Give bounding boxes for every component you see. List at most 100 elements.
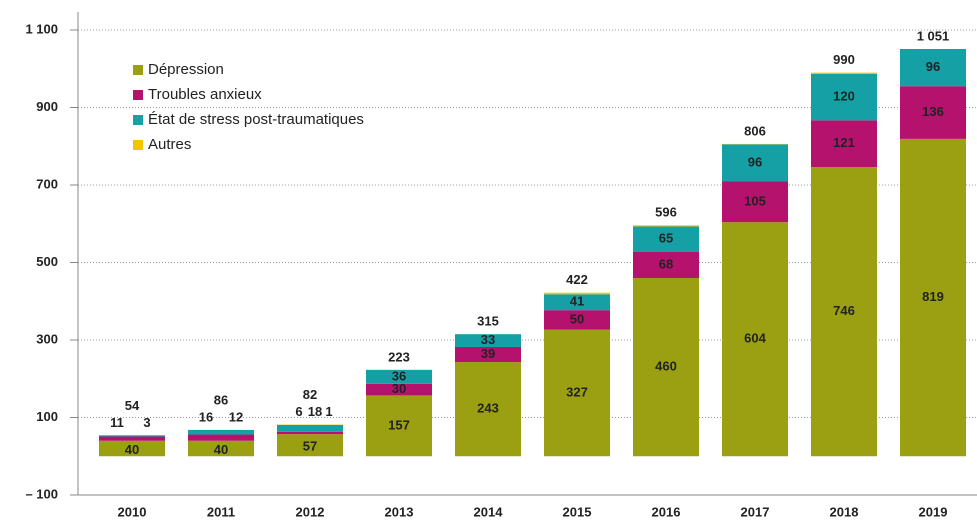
data-label: 136 (922, 104, 944, 119)
data-label: 96 (748, 154, 762, 169)
bar-segment (455, 346, 521, 363)
total-label: 990 (833, 52, 855, 67)
bar-segment (544, 294, 610, 311)
bar-segment (188, 434, 254, 441)
x-tick-label: 2016 (652, 504, 681, 519)
bar-segment (722, 222, 788, 457)
legend-swatch (133, 65, 143, 75)
data-label: 327 (566, 384, 588, 399)
bar-segment (811, 73, 877, 121)
total-label: 223 (388, 349, 410, 364)
bar-segment (900, 86, 966, 139)
data-label: 41 (570, 294, 584, 309)
bar-segment (544, 292, 610, 295)
data-label: 57 (303, 439, 317, 454)
x-tick-label: 2014 (474, 504, 504, 519)
data-label: 40 (214, 442, 228, 457)
data-label: 105 (744, 193, 766, 208)
bar-segment (811, 120, 877, 168)
x-tick-label: 2010 (118, 504, 147, 519)
bar-segment (544, 329, 610, 457)
total-label: 86 (214, 392, 228, 407)
bar-segment (811, 72, 877, 74)
bar-segment (277, 434, 343, 457)
legend-label: Troubles anxieux (148, 86, 262, 103)
bar-segment (544, 310, 610, 330)
data-label: 11 (110, 415, 124, 430)
data-label: 1 (325, 404, 332, 419)
y-tick-label: 700 (36, 176, 58, 191)
data-label: 40 (125, 442, 139, 457)
data-label: 460 (655, 359, 677, 374)
data-label: 120 (833, 88, 855, 103)
data-label: 65 (659, 230, 673, 245)
total-label: 54 (125, 398, 140, 413)
data-label: 50 (570, 311, 584, 326)
data-label: 39 (481, 346, 495, 361)
legend-swatch (133, 115, 143, 125)
legend-label: Dépression (148, 61, 224, 78)
data-label: 16 (199, 409, 213, 424)
data-label: 12 (229, 409, 243, 424)
data-label: 746 (833, 303, 855, 318)
data-label: 604 (744, 331, 766, 346)
data-label: 157 (388, 417, 410, 432)
data-label: 819 (922, 289, 944, 304)
bar-segment (722, 144, 788, 182)
legend-label: État de stress post-traumatiques (148, 111, 364, 128)
total-label: 1 051 (917, 28, 950, 43)
total-label: 315 (477, 314, 499, 329)
bar-segment (99, 436, 165, 441)
data-label: 6 (295, 404, 302, 419)
data-label: 68 (659, 256, 673, 271)
bar-segment (900, 48, 966, 87)
bar-segment (811, 167, 877, 457)
bar-segment (366, 383, 432, 396)
data-label: 33 (481, 332, 495, 347)
total-label: 596 (655, 205, 677, 220)
data-label: 36 (392, 368, 406, 383)
data-label: 96 (926, 59, 940, 74)
total-label: 806 (744, 123, 766, 138)
bar-segment (633, 225, 699, 227)
total-label: 422 (566, 272, 588, 287)
data-label: 121 (833, 135, 855, 150)
bar-segment (633, 278, 699, 457)
y-tick-label: 100 (36, 409, 58, 424)
total-label: 82 (303, 387, 317, 402)
bar-segment (277, 424, 343, 432)
x-tick-label: 2015 (563, 504, 592, 519)
x-tick-label: 2017 (741, 504, 770, 519)
data-label: 18 (308, 404, 322, 419)
bar-segment (455, 334, 521, 347)
bar-segment (633, 226, 699, 252)
x-tick-label: 2018 (830, 504, 859, 519)
x-tick-label: 2011 (207, 504, 235, 519)
y-tick-label: 300 (36, 331, 58, 346)
bar-segment (188, 429, 254, 435)
bar-segment (188, 440, 254, 457)
bar-segment (366, 395, 432, 457)
y-tick-label: 900 (36, 99, 58, 114)
legend-swatch (133, 90, 143, 100)
legend-label: Autres (148, 136, 191, 153)
bar-segment (455, 362, 521, 457)
bar-segment (900, 138, 966, 457)
y-tick-label: 500 (36, 254, 58, 269)
data-label: 3 (143, 415, 150, 430)
y-tick-label: – 100 (25, 486, 58, 501)
x-tick-label: 2019 (919, 504, 948, 519)
bar-segment (633, 251, 699, 278)
data-label: 243 (477, 401, 499, 416)
bar-segment (722, 181, 788, 223)
bar-segment (277, 431, 343, 435)
x-tick-label: 2012 (296, 504, 325, 519)
y-tick-label: 1 100 (25, 21, 58, 36)
bar-segment (99, 440, 165, 457)
legend-swatch (133, 140, 143, 150)
bar-segment (99, 435, 165, 437)
x-tick-label: 2013 (385, 504, 414, 519)
data-label: 30 (392, 381, 406, 396)
bar-segment (366, 369, 432, 384)
